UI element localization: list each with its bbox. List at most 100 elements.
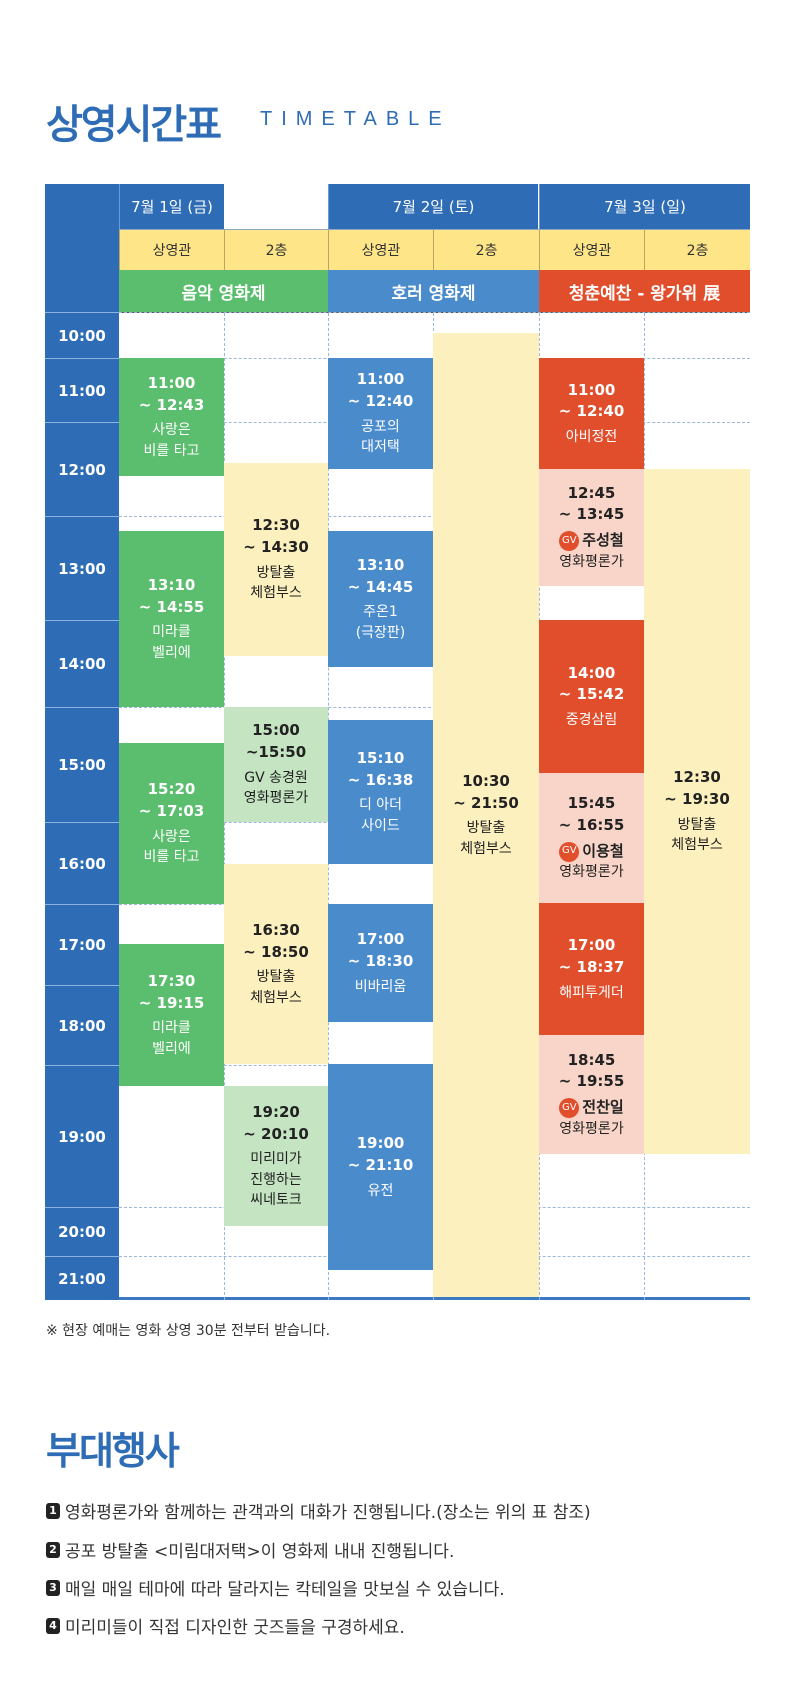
- schedule-block[interactable]: 19:00 ~ 21:10 유전: [328, 1064, 433, 1270]
- schedule-block[interactable]: 11:00 ~ 12:40 공포의 대저택: [328, 358, 433, 469]
- start-time: 13:10: [147, 575, 196, 594]
- event-text: 미리미들이 직접 디자인한 굿즈들을 구경하세요.: [65, 1618, 405, 1638]
- schedule-block[interactable]: 16:30 ~ 18:50 방탈출 체험부스: [224, 864, 328, 1064]
- start-time: 13:10: [356, 555, 405, 574]
- schedule-block[interactable]: 12:30 ~ 19:30 방탈출 체험부스: [644, 469, 750, 1154]
- block-title: 미라클: [152, 1020, 191, 1037]
- end-time: ~ 19:15: [138, 993, 205, 1012]
- schedule-block[interactable]: 17:00 ~ 18:37 해피투게더: [539, 903, 644, 1035]
- block-title: 사이드: [361, 817, 400, 834]
- start-time: 15:45: [567, 794, 616, 813]
- guest-name: 주성철: [582, 531, 624, 550]
- block-title: 벨리에: [152, 644, 191, 661]
- hour-label: 14:00: [45, 620, 119, 707]
- gv-badge-icon: GV: [559, 841, 580, 862]
- block-title: 영화평론가: [559, 553, 624, 570]
- block-title: 미리미가: [250, 1151, 302, 1168]
- end-time: ~ 20:10: [243, 1124, 309, 1143]
- venue-label: 상영관: [328, 229, 433, 270]
- schedule-block[interactable]: 19:20 ~ 20:10 미리미가 진행하는 씨네토크: [224, 1086, 328, 1226]
- number-3-icon: 3: [46, 1579, 60, 1596]
- block-title: 디 아더: [358, 797, 403, 814]
- start-time: 16:30: [252, 920, 300, 939]
- hour-label: 16:00: [45, 822, 119, 904]
- schedule-block[interactable]: 12:45 ~ 13:45 GV 주성철 영화평론가: [539, 469, 644, 586]
- start-time: 10:30: [462, 771, 510, 790]
- block-title: 비를 타고: [143, 442, 200, 459]
- start-time: 17:00: [356, 930, 405, 949]
- block-title: 공포의: [361, 418, 400, 435]
- block-title: 해피투게더: [559, 984, 624, 1001]
- block-title: 체험부스: [250, 585, 302, 602]
- block-title: 체험부스: [460, 840, 512, 857]
- event-text: 매일 매일 테마에 따라 달라지는 칵테일을 맛보실 수 있습니다.: [65, 1580, 505, 1600]
- start-time: 12:30: [252, 516, 300, 535]
- start-time: 19:20: [252, 1102, 300, 1121]
- end-time: ~ 14:30: [243, 538, 309, 557]
- start-time: 15:20: [147, 780, 196, 799]
- schedule-block[interactable]: 11:00 ~ 12:40 아비정전: [539, 358, 644, 469]
- block-title: 씨네토크: [250, 1191, 302, 1208]
- block-title: 사랑은: [152, 422, 191, 439]
- end-time: ~ 13:45: [558, 505, 625, 524]
- schedule-block[interactable]: 14:00 ~ 15:42 중경삼림: [539, 620, 644, 773]
- hour-label: 18:00: [45, 985, 119, 1065]
- hour-label: 13:00: [45, 516, 119, 620]
- start-time: 15:10: [356, 748, 405, 767]
- schedule-block[interactable]: 15:00 ~15:50 GV 송경원 영화평론가: [224, 707, 328, 822]
- venue-label: 2층: [644, 229, 750, 270]
- hour-label: 15:00: [45, 707, 119, 822]
- hour-label: 17:00: [45, 904, 119, 985]
- row-divider: [119, 312, 750, 313]
- block-title: 방탈출: [466, 820, 506, 837]
- gv-guest: GV 이용철: [559, 841, 624, 863]
- schedule-block[interactable]: 13:10 ~ 14:55 미라클 벨리에: [119, 531, 224, 707]
- schedule-block[interactable]: 15:45 ~ 16:55 GV 이용철 영화평론가: [539, 773, 644, 903]
- hour-label: 20:00: [45, 1207, 119, 1256]
- block-title: 체험부스: [250, 989, 302, 1006]
- schedule-block[interactable]: 12:30 ~ 14:30 방탈출 체험부스: [224, 463, 328, 656]
- end-time: ~ 17:03: [138, 802, 205, 821]
- start-time: 15:00: [252, 721, 300, 740]
- schedule-block[interactable]: 17:00 ~ 18:30 비바리움: [328, 904, 433, 1022]
- block-title: 대저택: [361, 439, 400, 456]
- start-time: 17:30: [147, 971, 196, 990]
- end-time: ~ 12:43: [138, 395, 205, 414]
- block-title: 영화평론가: [559, 1120, 624, 1137]
- gv-guest: GV 전찬일: [559, 1097, 624, 1119]
- block-title: 미라클: [152, 624, 191, 641]
- block-title: 비바리움: [354, 978, 407, 995]
- block-title: GV 송경원: [244, 769, 308, 786]
- venue-label: 상영관: [119, 229, 224, 270]
- end-time: ~ 16:55: [558, 815, 625, 834]
- block-title: 주온1: [363, 604, 398, 621]
- end-time: ~ 21:50: [453, 793, 519, 812]
- block-title: 체험부스: [671, 837, 723, 854]
- time-column: [45, 184, 119, 1300]
- schedule-block[interactable]: 18:45 ~ 19:55 GV 전찬일 영화평론가: [539, 1035, 644, 1154]
- block-title: 영화평론가: [243, 790, 309, 807]
- end-time: ~ 19:30: [664, 790, 730, 809]
- end-time: ~ 12:40: [558, 402, 625, 421]
- block-title: 아비정전: [565, 429, 618, 446]
- start-time: 11:00: [356, 370, 405, 389]
- event-text: 공포 방탈출 <미림대저택>이 영화제 내내 진행됩니다.: [65, 1542, 455, 1562]
- schedule-block[interactable]: 17:30 ~ 19:15 미라클 벨리에: [119, 944, 224, 1086]
- block-title: 비를 타고: [143, 849, 200, 866]
- block-title: (극장판): [355, 624, 406, 641]
- block-title: 방탈출: [256, 969, 296, 986]
- schedule-block[interactable]: 15:20 ~ 17:03 사랑은 비를 타고: [119, 743, 224, 904]
- schedule-block[interactable]: 13:10 ~ 14:45 주온1 (극장판): [328, 531, 433, 667]
- festival-horror: 호러 영화제: [328, 270, 539, 313]
- footnote: ※ 현장 예매는 영화 상영 30분 전부터 받습니다.: [46, 1323, 331, 1339]
- gv-badge-icon: GV: [559, 531, 580, 552]
- end-time: ~ 18:30: [347, 951, 414, 970]
- start-time: 11:00: [147, 373, 196, 392]
- end-time: ~ 16:38: [347, 770, 414, 789]
- start-time: 17:00: [567, 936, 616, 955]
- hour-label: 10:00: [45, 312, 119, 358]
- number-1-icon: 1: [46, 1502, 60, 1519]
